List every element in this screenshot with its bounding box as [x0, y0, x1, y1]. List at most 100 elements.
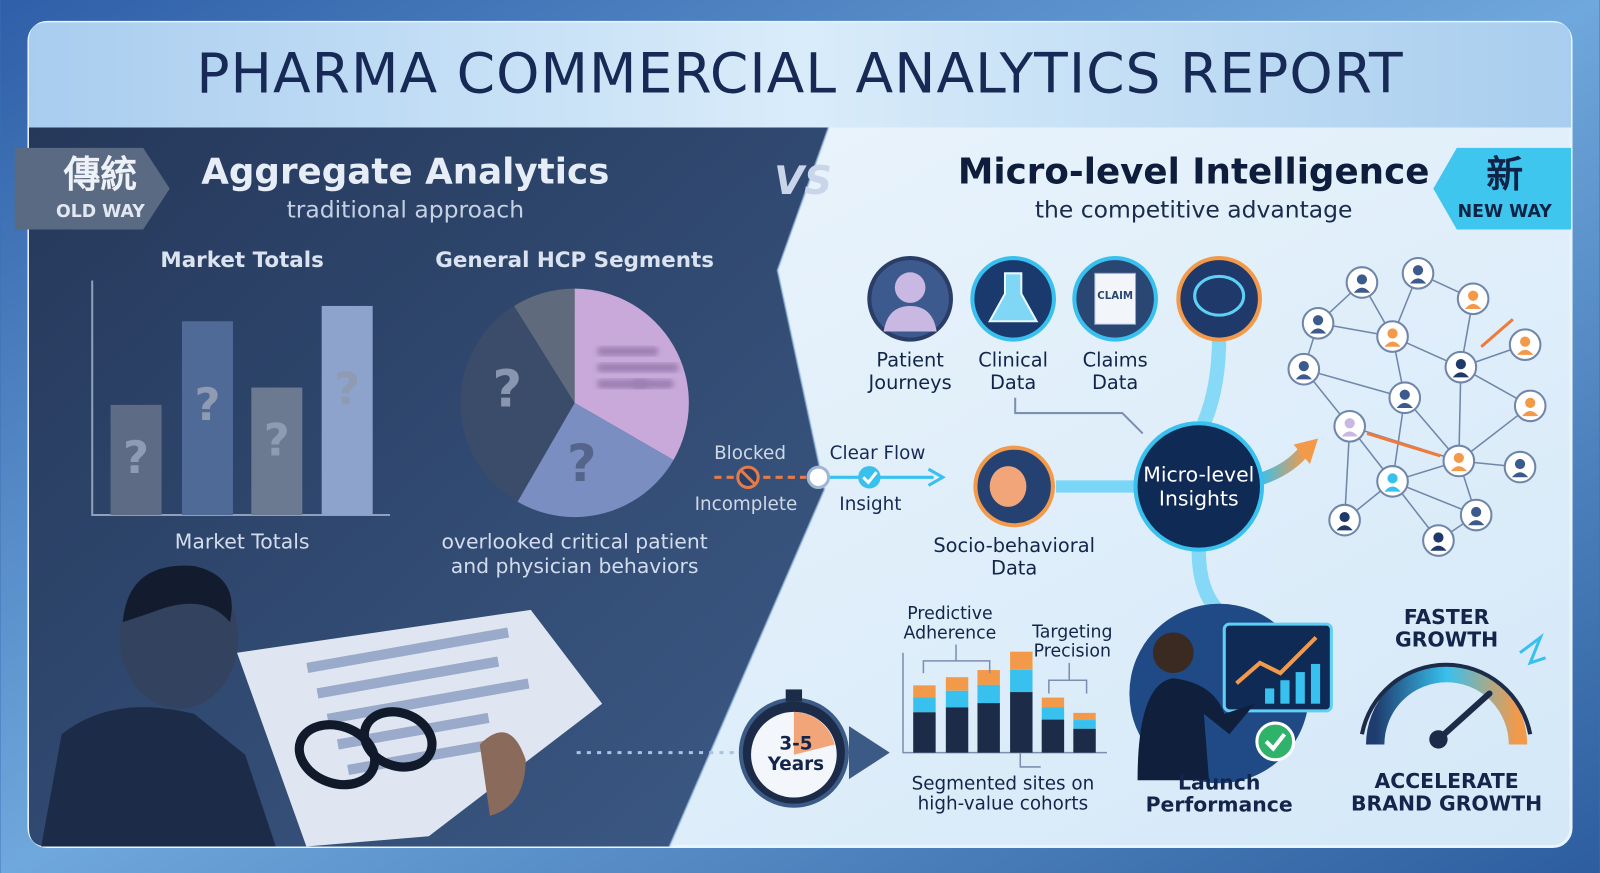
timeline-label: 3-5 [779, 733, 812, 754]
node-person [1514, 458, 1526, 470]
bar-top [1041, 697, 1065, 708]
node-person [1396, 402, 1413, 408]
node-person [1341, 431, 1358, 437]
old-way-label: OLD WAY [56, 202, 145, 222]
bar-top [1073, 712, 1096, 721]
source-icon [1176, 255, 1262, 342]
new-way-symbol: 新 [1486, 153, 1523, 196]
gauge-needle [1435, 690, 1493, 743]
check-mark [1264, 733, 1287, 752]
pie-slice [514, 288, 575, 403]
header-band [28, 22, 1572, 128]
bar-question: ? [194, 378, 220, 431]
launch-check [1255, 721, 1296, 762]
old-way-badge [14, 147, 170, 230]
bar-bottom [1010, 692, 1033, 753]
node-person [1336, 525, 1353, 531]
bar-chart-caption: Market Totals [175, 530, 310, 554]
node-person [1522, 411, 1539, 417]
node-person [1520, 336, 1531, 347]
node-person [1430, 545, 1447, 551]
node-person [1464, 303, 1482, 310]
bar-bottom [945, 707, 969, 753]
stopwatch-crown [785, 689, 803, 702]
newspaper-line [336, 712, 490, 750]
connector [1014, 397, 1144, 435]
network-arrow [1480, 318, 1514, 348]
old-way-symbol: 傳統 [63, 153, 137, 196]
callout-label: Adherence [904, 623, 997, 643]
glasses [294, 720, 380, 790]
brain [989, 466, 1027, 507]
node-person [1356, 274, 1368, 285]
new-way-badge [1433, 147, 1572, 230]
bar-top [1010, 651, 1033, 670]
blocked-label: Blocked [714, 443, 786, 464]
connector [1197, 336, 1227, 427]
node-person [1453, 452, 1464, 464]
blurred-text [597, 346, 659, 356]
bar-middle [1010, 669, 1033, 693]
node-person [1295, 374, 1312, 380]
hub-label: Micro-level [1143, 462, 1254, 486]
new-way-heading: Micro-level Intelligence [958, 151, 1430, 192]
bar-bottom [977, 703, 1000, 753]
source-label: Journeys [868, 371, 952, 394]
bar-bottom [1073, 728, 1096, 753]
gauge-outer [1359, 662, 1533, 735]
node-person [1309, 328, 1327, 334]
bar-axis [91, 280, 391, 517]
source-label: Claims [1083, 349, 1148, 372]
gauge-hub [1429, 730, 1448, 749]
bar-middle [1041, 707, 1065, 720]
blocked-slash [739, 469, 757, 486]
versus: VS [774, 159, 832, 204]
newspaper-line [316, 656, 500, 699]
callout-label: Precision [1034, 642, 1111, 662]
clear-note: Insight [839, 494, 901, 515]
bar-question: ? [123, 431, 149, 484]
glasses [359, 707, 437, 772]
node-person [1412, 265, 1424, 276]
person-head [1152, 632, 1194, 674]
timeline-label: Years [767, 754, 824, 775]
network-arrow [1366, 431, 1441, 458]
source-label: Data [1092, 371, 1138, 394]
bar-bottom [913, 712, 936, 753]
bar [110, 404, 162, 516]
document [1094, 272, 1137, 325]
growth-top-label: GROWTH [1395, 627, 1498, 651]
pie-question: ? [567, 435, 597, 494]
pie-question: ? [493, 361, 523, 420]
node-person [1384, 341, 1401, 347]
flask [987, 272, 1039, 323]
node-person [1468, 520, 1485, 526]
clear-label: Clear Flow [830, 443, 926, 464]
callout-bracket [1048, 662, 1088, 694]
person-body [883, 305, 937, 332]
new-way-label: NEW WAY [1458, 202, 1553, 222]
bar-bottom [1041, 719, 1065, 753]
node-person [1468, 290, 1479, 301]
chart-caption: high-value cohorts [918, 794, 1089, 815]
man-hair [122, 565, 232, 623]
node-person [1384, 486, 1401, 492]
socio-label: Socio-behavioral [933, 534, 1095, 557]
node-person [1339, 511, 1350, 523]
launch-bar [1310, 663, 1321, 704]
growth-top-label: FASTER [1404, 605, 1490, 629]
bar [321, 305, 373, 516]
node-person [1387, 328, 1398, 339]
hand [479, 732, 526, 816]
gauge-arc [1366, 663, 1528, 745]
callout-label: Targeting [1031, 622, 1112, 642]
node-person [1298, 361, 1309, 372]
callout-label: Predictive [907, 604, 992, 624]
node-person [1312, 315, 1324, 326]
node-person [1344, 418, 1355, 429]
node-person [1450, 466, 1467, 472]
source-label: Data [990, 371, 1036, 394]
bar-top [977, 670, 1000, 685]
pie-chart-caption: and physician behaviors [451, 554, 699, 578]
